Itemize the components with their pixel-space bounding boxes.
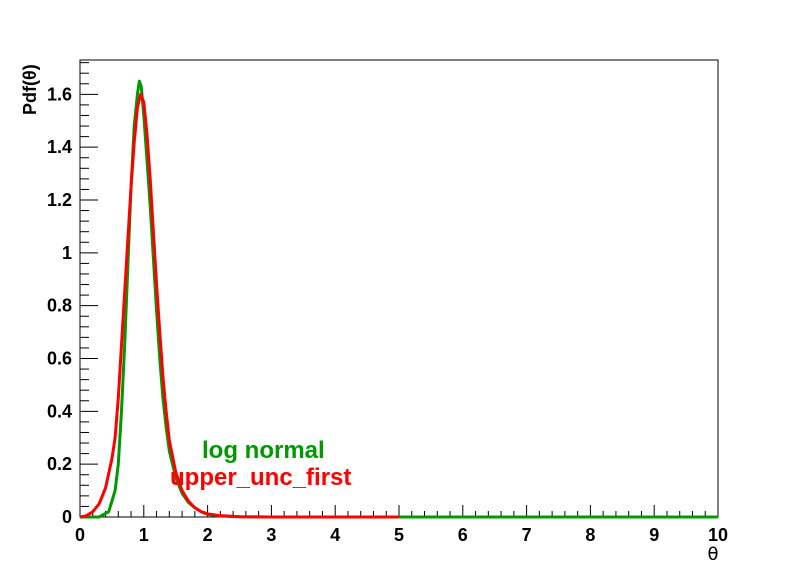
y-tick-label: 1.4 [47, 137, 72, 157]
plot-frame [79, 59, 719, 518]
x-tick-label: 0 [75, 525, 85, 545]
x-tick-label: 10 [708, 525, 728, 545]
x-axis-ticks: 0 1 2 3 4 5 6 7 8 9 10 [75, 505, 728, 545]
x-tick-label: 2 [203, 525, 213, 545]
y-tick-label: 0 [62, 507, 72, 527]
x-tick-label: 9 [649, 525, 659, 545]
y-tick-label: 0.8 [47, 296, 72, 316]
legend-label-log-normal: log normal [202, 437, 325, 464]
y-tick-label: 0.2 [47, 454, 72, 474]
y-axis-title: Pdf(θ) [20, 64, 40, 115]
series-line-upper-unc-first [79, 92, 399, 519]
y-tick-label: 0.6 [47, 349, 72, 369]
series-line-log-normal [80, 79, 718, 519]
y-tick-label: 1.2 [47, 190, 72, 210]
y-tick-label: 1.6 [47, 84, 72, 104]
x-tick-label: 5 [394, 525, 404, 545]
x-axis-title: θ [707, 544, 718, 565]
series-group [79, 79, 718, 519]
x-tick-label: 4 [330, 525, 340, 545]
y-tick-label: 1 [62, 243, 72, 263]
y-axis-ticks: 0 0.2 0.4 0.6 0.8 1 1.2 1.4 1.6 [47, 62, 98, 527]
legend-label-upper-unc-first: upper_unc_first [170, 464, 351, 491]
x-tick-label: 6 [458, 525, 468, 545]
y-tick-label: 0.4 [47, 401, 72, 421]
x-tick-label: 1 [139, 525, 149, 545]
x-tick-label: 8 [585, 525, 595, 545]
x-tick-label: 7 [522, 525, 532, 545]
x-tick-label: 3 [266, 525, 276, 545]
